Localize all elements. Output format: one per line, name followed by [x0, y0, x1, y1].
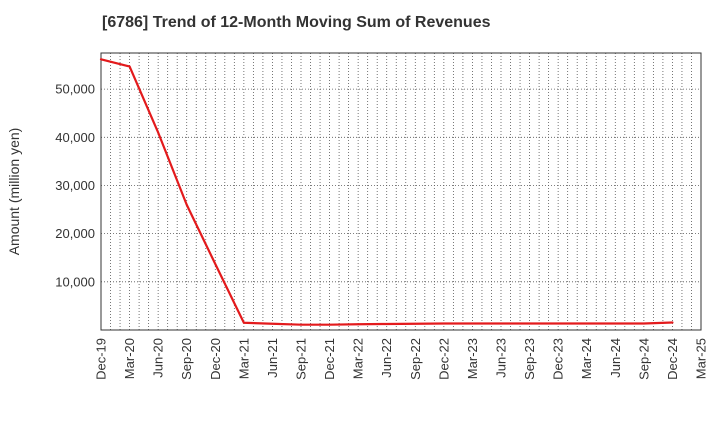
x-tick-label: Mar-25: [694, 338, 709, 379]
x-tick-label: Jun-20: [151, 338, 166, 378]
x-tick-label: Jun-23: [494, 338, 509, 378]
x-tick-label: Mar-22: [351, 338, 366, 379]
y-axis-title: Amount (million yen): [6, 128, 22, 256]
x-tick-label: Jun-22: [379, 338, 394, 378]
x-tick-label: Sep-20: [179, 338, 194, 380]
x-tick-label: Sep-21: [294, 338, 309, 380]
chart-title: [6786] Trend of 12-Month Moving Sum of R…: [102, 14, 491, 31]
grid-layer: [101, 53, 701, 330]
y-tick-label: 20,000: [55, 226, 95, 241]
x-tick-label: Jun-24: [608, 338, 623, 378]
x-tick-label: Dec-20: [208, 338, 223, 380]
y-tick-label: 30,000: [55, 178, 95, 193]
y-tick-label: 40,000: [55, 130, 95, 145]
plot-frame: [100, 52, 702, 331]
x-tick-label: Mar-20: [122, 338, 137, 379]
x-tick-label: Sep-24: [636, 338, 651, 380]
labels-layer: 10,000 20,000 30,000 40,000 50,000 Dec-19 Mar-…: [6, 82, 709, 380]
x-tick-label: Sep-22: [408, 338, 423, 380]
x-tick-label: Dec-23: [551, 338, 566, 380]
x-tick-label: Jun-21: [265, 338, 280, 378]
axes-layer: [100, 52, 702, 331]
x-tick-label: Dec-24: [665, 338, 680, 380]
y-tick-label: 50,000: [55, 82, 95, 97]
x-tick-label: Dec-19: [94, 338, 109, 380]
y-tick-label: 10,000: [55, 274, 95, 289]
series-layer: [99, 58, 674, 326]
x-tick-label: Dec-22: [436, 338, 451, 380]
x-tick-label: Dec-21: [322, 338, 337, 380]
x-tick-label: Sep-23: [522, 338, 537, 380]
x-tick-label: Mar-24: [579, 338, 594, 379]
x-tick-label: Mar-21: [236, 338, 251, 379]
x-tick-label: Mar-23: [465, 338, 480, 379]
